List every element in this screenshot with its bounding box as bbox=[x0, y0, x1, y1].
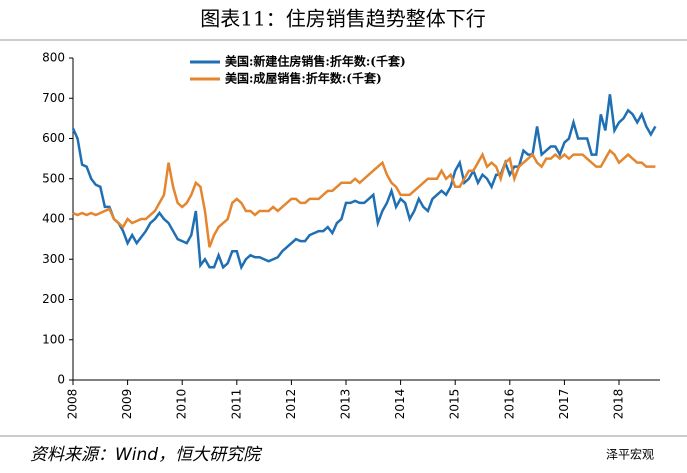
y-tick-label: 0 bbox=[57, 373, 65, 387]
y-tick-label: 100 bbox=[42, 332, 65, 346]
x-tick-label: 2012 bbox=[284, 389, 298, 420]
y-tick-label: 200 bbox=[42, 292, 65, 306]
series-line bbox=[71, 94, 657, 271]
y-tick-label: 500 bbox=[42, 171, 65, 185]
y-tick-label: 800 bbox=[42, 51, 65, 65]
legend-label: 美国:新建住房销售:折年数:(千套) bbox=[225, 54, 406, 69]
x-tick-label: 2017 bbox=[557, 389, 571, 420]
x-tick-label: 2008 bbox=[66, 389, 80, 420]
legend-label: 美国:成屋销售:折年数:(千套) bbox=[225, 71, 382, 86]
y-tick-label: 300 bbox=[42, 252, 65, 266]
x-tick-label: 2014 bbox=[393, 389, 407, 420]
y-tick-label: 600 bbox=[42, 131, 65, 145]
watermark: 泽平宏观 bbox=[606, 447, 654, 462]
source-note: 资料来源：Wind，恒大研究院 bbox=[30, 445, 263, 465]
x-tick-label: 2009 bbox=[120, 389, 134, 420]
chart-title: 图表11：住房销售趋势整体下行 bbox=[200, 7, 485, 31]
x-tick-label: 2018 bbox=[612, 389, 626, 420]
y-tick-label: 400 bbox=[42, 212, 65, 226]
x-tick-label: 2011 bbox=[229, 389, 243, 420]
x-tick-label: 2010 bbox=[175, 389, 189, 420]
x-tick-label: 2013 bbox=[339, 389, 353, 420]
x-tick-label: 2016 bbox=[502, 389, 516, 420]
x-tick-label: 2015 bbox=[448, 389, 462, 420]
series-line bbox=[72, 148, 656, 248]
y-tick-label: 700 bbox=[42, 91, 65, 105]
